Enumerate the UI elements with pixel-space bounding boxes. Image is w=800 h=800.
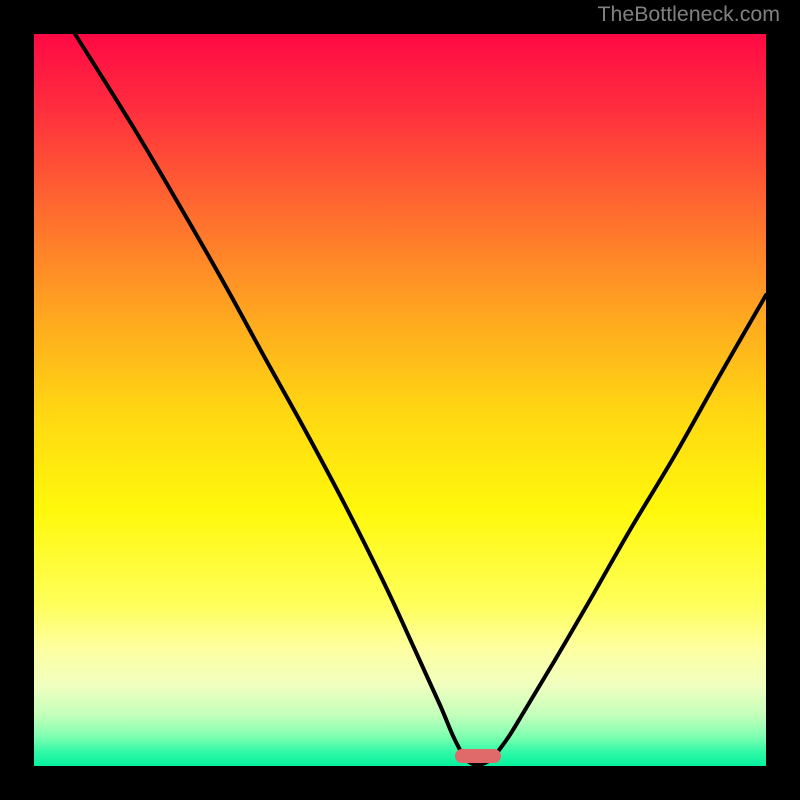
chart-border-left (0, 0, 34, 800)
chart-border-right (766, 0, 800, 800)
chart-border-bottom (0, 766, 800, 800)
curve-path (75, 34, 766, 765)
bottleneck-curve (0, 0, 800, 800)
attribution-label: TheBottleneck.com (597, 2, 780, 27)
bottleneck-chart: TheBottleneck.com (0, 0, 800, 800)
optimal-point-marker (455, 749, 501, 763)
